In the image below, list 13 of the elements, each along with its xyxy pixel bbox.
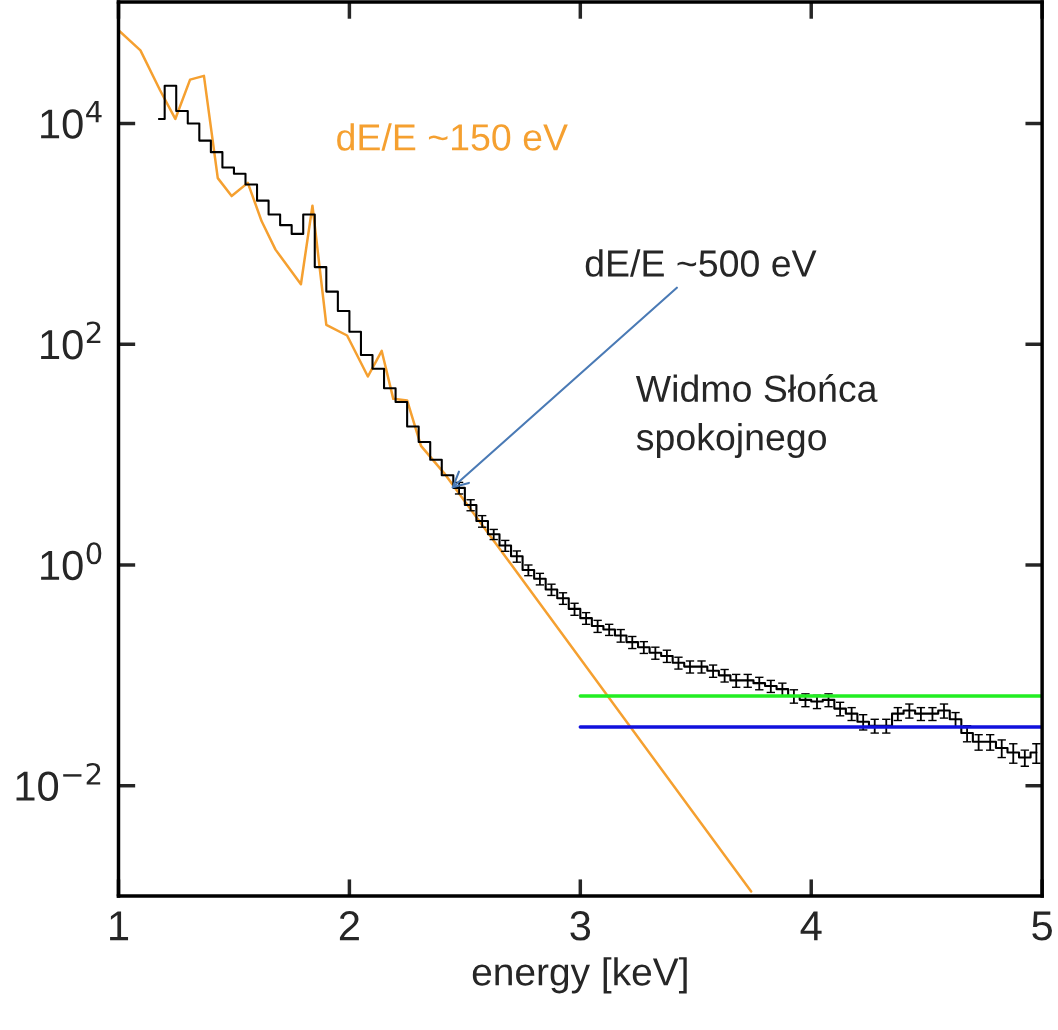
y-tick-label: 10$^{2}$: [41, 321, 101, 360]
y-tick-label: 10$^{4}$: [41, 101, 102, 139]
y-tick-label: 10$^{0}$: [41, 542, 102, 581]
x-tick-label: 2: [339, 911, 359, 941]
x-tick-label: 4: [800, 911, 822, 941]
annotation: dE/E ~500 eV: [585, 249, 817, 277]
x-tick-label: 3: [570, 911, 591, 941]
y-tick-label: 10$^{−2}$: [16, 762, 101, 801]
annotation: dE/E ~150 eV: [337, 123, 568, 151]
x-tick-label: 1: [110, 911, 129, 941]
x-tick-label: 5: [1032, 911, 1052, 941]
annotation: Widmo Słońca spokojnego: [635, 374, 878, 459]
x-axis-title: energy [keV]: [472, 957, 687, 994]
